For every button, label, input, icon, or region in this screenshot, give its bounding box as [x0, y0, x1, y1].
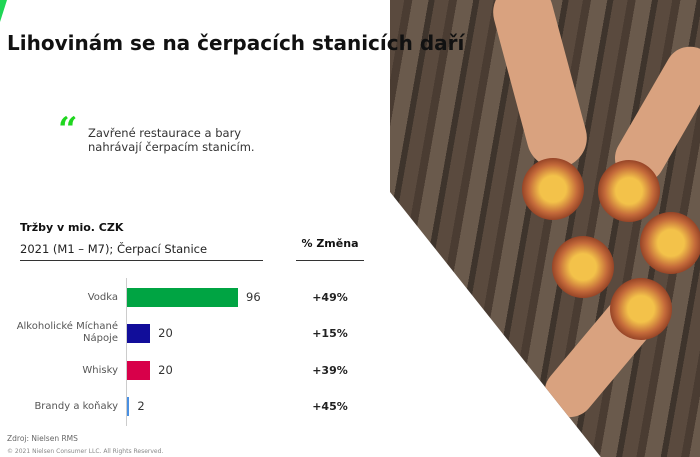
change-value: +39%	[312, 364, 348, 377]
page-title: Lihovinám se na čerpacích stanicích daří	[7, 31, 465, 55]
change-value: +45%	[312, 400, 348, 413]
quote-icon: “	[58, 110, 78, 150]
category-label: Brandy a koňaky	[34, 401, 118, 412]
quote-text: Zavřené restaurace a bary nahrávají čerp…	[88, 126, 255, 154]
value-label: 20	[158, 363, 173, 377]
copyright: © 2021 Nielsen Consumer LLC. All Rights …	[7, 448, 164, 455]
change-value: +15%	[312, 327, 348, 340]
chart-title: Tržby v mio. CZK	[20, 221, 124, 234]
bar-1	[127, 324, 151, 343]
chart-subtitle: 2021 (M1 – M7); Čerpací Stanice	[20, 242, 208, 256]
bar-3	[127, 397, 130, 416]
category-label: Whisky	[82, 365, 118, 376]
bar-0	[127, 288, 238, 307]
bar-2	[127, 361, 151, 380]
drinks-photo	[390, 0, 700, 457]
divider	[296, 260, 364, 261]
value-label: 2	[137, 399, 145, 413]
source-note: Zdroj: Nielsen RMS	[7, 434, 78, 443]
value-label: 20	[158, 326, 173, 340]
category-label: Alkoholické Míchané Nápoje	[16, 321, 118, 344]
change-header: % Změna	[301, 237, 359, 250]
change-value: +49%	[312, 291, 348, 304]
category-label: Vodka	[87, 292, 118, 303]
value-label: 96	[246, 290, 261, 304]
chart-axis	[126, 278, 127, 426]
divider	[20, 260, 263, 261]
accent-corner	[0, 0, 7, 22]
